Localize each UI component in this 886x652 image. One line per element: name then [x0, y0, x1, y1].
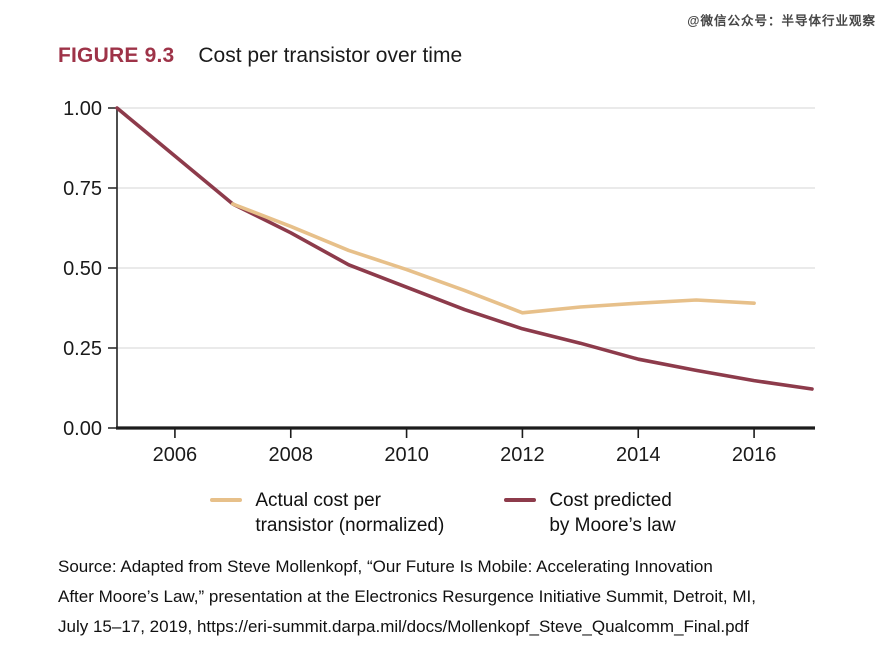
source-line: July 15–17, 2019, https://eri-summit.dar…: [58, 617, 749, 636]
chart-legend: Actual cost per transistor (normalized) Co…: [0, 488, 886, 538]
x-tick-label: 2006: [153, 444, 198, 466]
legend-item: Cost predicted by Moore’s law: [504, 488, 676, 538]
legend-line-swatch: [504, 498, 537, 502]
watermark-text: @微信公众号：半导体行业观察: [687, 14, 876, 28]
y-tick-label: 0.75: [63, 178, 102, 200]
x-tick-label: 2014: [616, 444, 661, 466]
figure-title: Cost per transistor over time: [198, 44, 463, 67]
legend-line-swatch: [210, 498, 243, 502]
legend-label: Cost predicted by Moore’s law: [549, 490, 676, 536]
source-line: Source: Adapted from Steve Mollenkopf, “…: [58, 557, 713, 576]
source-citation: Source: Adapted from Steve Mollenkopf, “…: [58, 552, 838, 642]
x-tick-label: 2008: [269, 444, 314, 466]
x-tick-label: 2012: [500, 444, 545, 466]
y-tick-label: 0.50: [63, 258, 102, 280]
legend-label: Actual cost per transistor (normalized): [255, 490, 445, 536]
x-tick-label: 2016: [732, 444, 777, 466]
chart: 1.00 0.75 0.50 0.25 0.00 2006 2008 2010 2012 2014…: [63, 98, 815, 466]
series-line: [231, 202, 756, 315]
series-line: [115, 106, 814, 391]
y-tick-label: 0.25: [63, 338, 102, 360]
figure-label: FIGURE 9.3: [58, 44, 175, 67]
source-line: After Moore’s Law,” presentation at the …: [58, 587, 756, 606]
figure-titlebar: FIGURE 9.3 Cost per transistor over time: [58, 44, 462, 68]
legend-item: Actual cost per transistor (normalized): [210, 488, 444, 538]
chart-area: 1.00 0.75 0.50 0.25 0.00 2006 2008 2010 2012 2014…: [63, 98, 815, 466]
x-tick-label: 2010: [384, 444, 429, 466]
y-tick-label: 0.00: [63, 418, 102, 440]
y-tick-label: 1.00: [63, 98, 102, 120]
